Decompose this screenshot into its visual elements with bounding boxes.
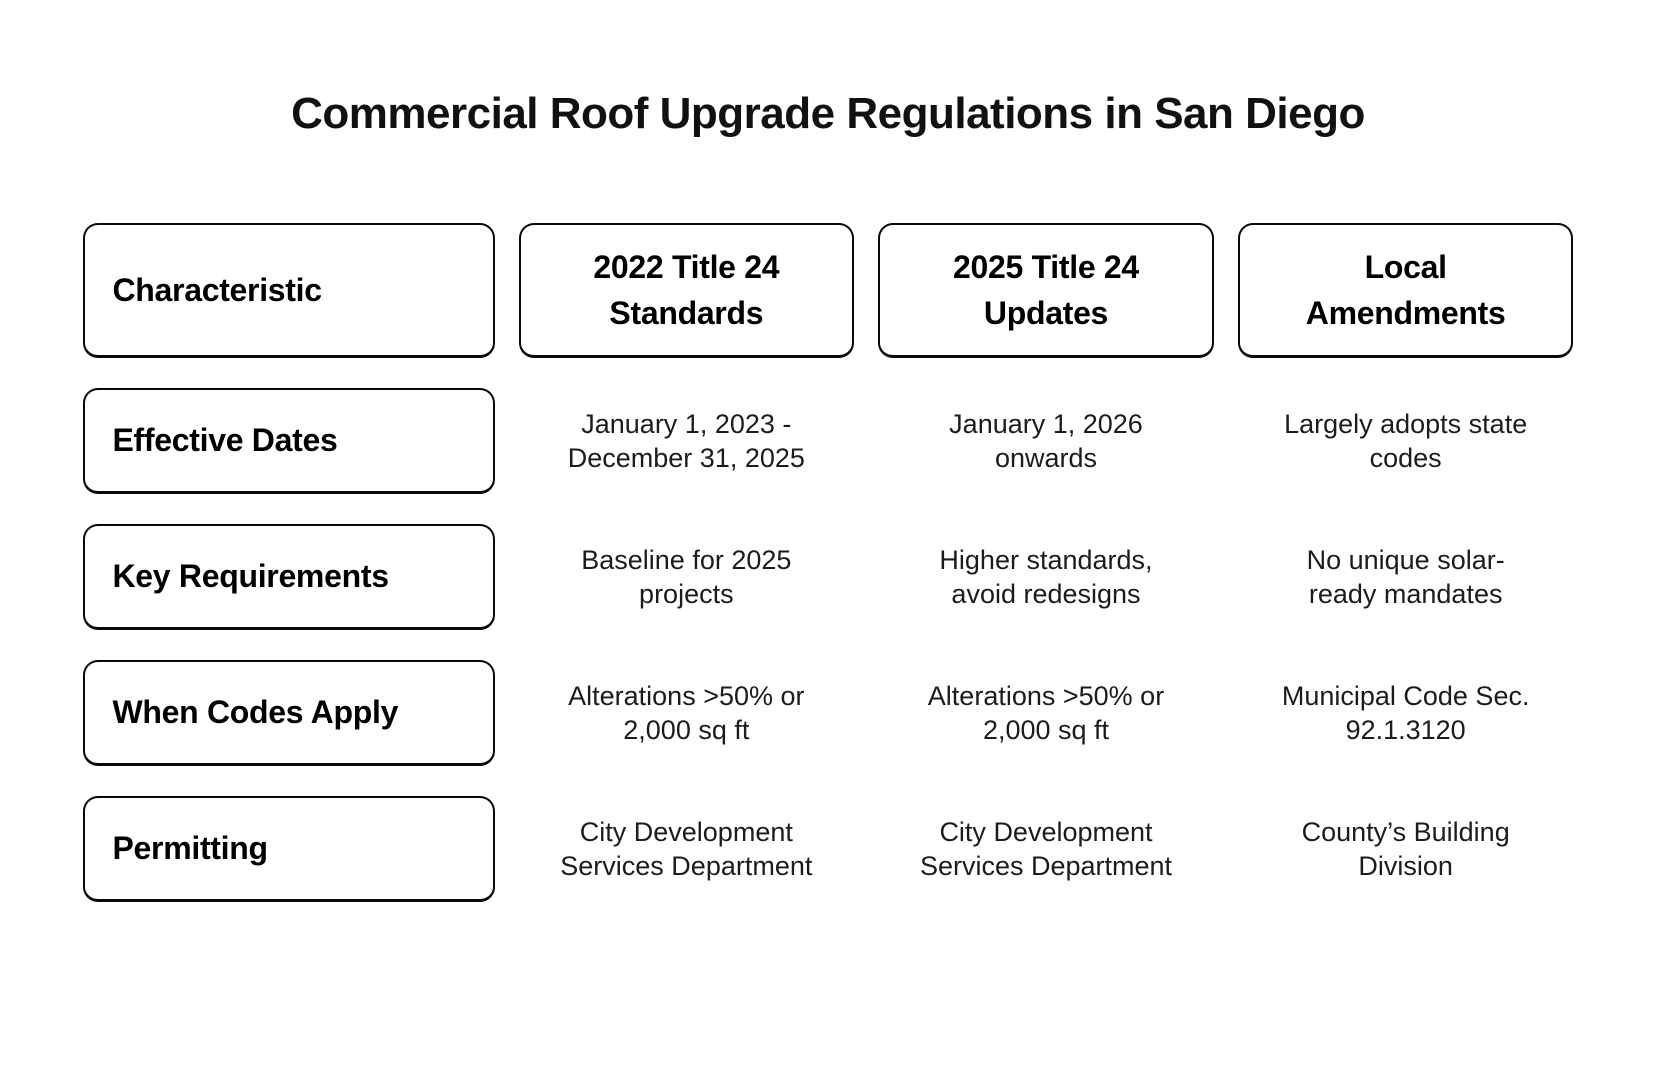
cell-text: No unique solar- ready mandates: [1306, 544, 1505, 609]
cell-text: January 1, 2023 - December 31, 2025: [567, 408, 805, 473]
row-label-permitting: Permitting: [82, 795, 495, 902]
table-cell: City Development Services Department: [519, 796, 855, 902]
table-cell: Alterations >50% or 2,000 sq ft: [519, 660, 855, 766]
row-label-effective-dates: Effective Dates: [82, 387, 495, 494]
row-label-text: Permitting: [112, 830, 269, 867]
cell-text: Higher standards, avoid redesigns: [939, 544, 1153, 609]
table-cell: January 1, 2023 - December 31, 2025: [519, 388, 855, 494]
table-cell: Alterations >50% or 2,000 sq ft: [878, 660, 1214, 766]
header-cell-characteristic: Characteristic: [82, 222, 495, 358]
row-label-text: Key Requirements: [112, 558, 389, 595]
header-label: Local Amendments: [1305, 248, 1506, 331]
cell-text: Alterations >50% or 2,000 sq ft: [568, 680, 805, 745]
table-cell: Largely adopts state codes: [1238, 388, 1574, 494]
cell-text: Baseline for 2025 projects: [581, 544, 792, 609]
table-cell: Municipal Code Sec. 92.1.3120: [1238, 660, 1574, 766]
table-cell: County’s Building Division: [1238, 796, 1574, 902]
header-cell-local-amendments: Local Amendments: [1237, 222, 1574, 358]
row-label-key-requirements: Key Requirements: [82, 523, 495, 630]
regulations-table: Characteristic 2022 Title 24 Standards 2…: [82, 222, 1574, 902]
row-label-text: Effective Dates: [112, 422, 338, 459]
header-cell-2025-title-24: 2025 Title 24 Updates: [878, 222, 1214, 358]
cell-text: City Development Services Department: [560, 816, 813, 881]
header-cell-2022-title-24: 2022 Title 24 Standards: [518, 222, 855, 358]
table-cell: City Development Services Department: [878, 796, 1214, 902]
cell-text: Largely adopts state codes: [1284, 408, 1528, 473]
header-label: 2025 Title 24 Updates: [953, 248, 1139, 331]
header-label: Characteristic: [112, 271, 323, 308]
table-cell: No unique solar- ready mandates: [1238, 524, 1574, 630]
table-cell: Higher standards, avoid redesigns: [878, 524, 1214, 630]
cell-text: Alterations >50% or 2,000 sq ft: [927, 680, 1165, 745]
cell-text: City Development Services Department: [919, 816, 1173, 881]
header-label: 2022 Title 24 Standards: [593, 248, 780, 331]
cell-text: County’s Building Division: [1301, 816, 1510, 881]
page-title: Commercial Roof Upgrade Regulations in S…: [291, 89, 1365, 138]
cell-text: January 1, 2026 onwards: [949, 408, 1143, 473]
row-label-when-codes-apply: When Codes Apply: [82, 659, 495, 766]
table-cell: Baseline for 2025 projects: [519, 524, 855, 630]
row-label-text: When Codes Apply: [112, 694, 399, 731]
table-cell: January 1, 2026 onwards: [878, 388, 1214, 494]
cell-text: Municipal Code Sec. 92.1.3120: [1281, 680, 1530, 745]
